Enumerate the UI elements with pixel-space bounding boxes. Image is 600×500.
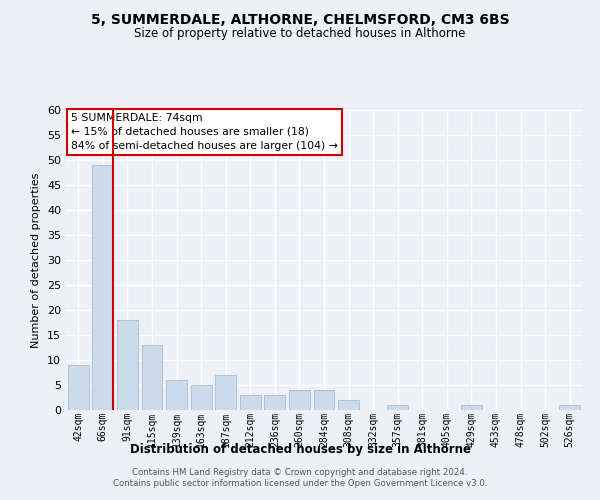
Bar [314, 390, 334, 410]
Bar [191, 385, 212, 410]
Text: 5, SUMMERDALE, ALTHORNE, CHELMSFORD, CM3 6BS: 5, SUMMERDALE, ALTHORNE, CHELMSFORD, CM3… [91, 12, 509, 26]
Bar [92, 165, 113, 410]
Bar [117, 320, 138, 410]
Bar [289, 390, 310, 410]
Text: Distribution of detached houses by size in Althorne: Distribution of detached houses by size … [130, 442, 470, 456]
Bar [461, 405, 482, 410]
Bar [387, 405, 408, 410]
Bar [559, 405, 580, 410]
Bar [142, 345, 163, 410]
Text: Size of property relative to detached houses in Althorne: Size of property relative to detached ho… [134, 28, 466, 40]
Bar [338, 400, 359, 410]
Text: Contains HM Land Registry data © Crown copyright and database right 2024.
Contai: Contains HM Land Registry data © Crown c… [113, 468, 487, 487]
Bar [68, 365, 89, 410]
Text: 5 SUMMERDALE: 74sqm
← 15% of detached houses are smaller (18)
84% of semi-detach: 5 SUMMERDALE: 74sqm ← 15% of detached ho… [71, 113, 338, 151]
Bar [265, 395, 286, 410]
Bar [166, 380, 187, 410]
Bar [240, 395, 261, 410]
Y-axis label: Number of detached properties: Number of detached properties [31, 172, 41, 348]
Bar [215, 375, 236, 410]
